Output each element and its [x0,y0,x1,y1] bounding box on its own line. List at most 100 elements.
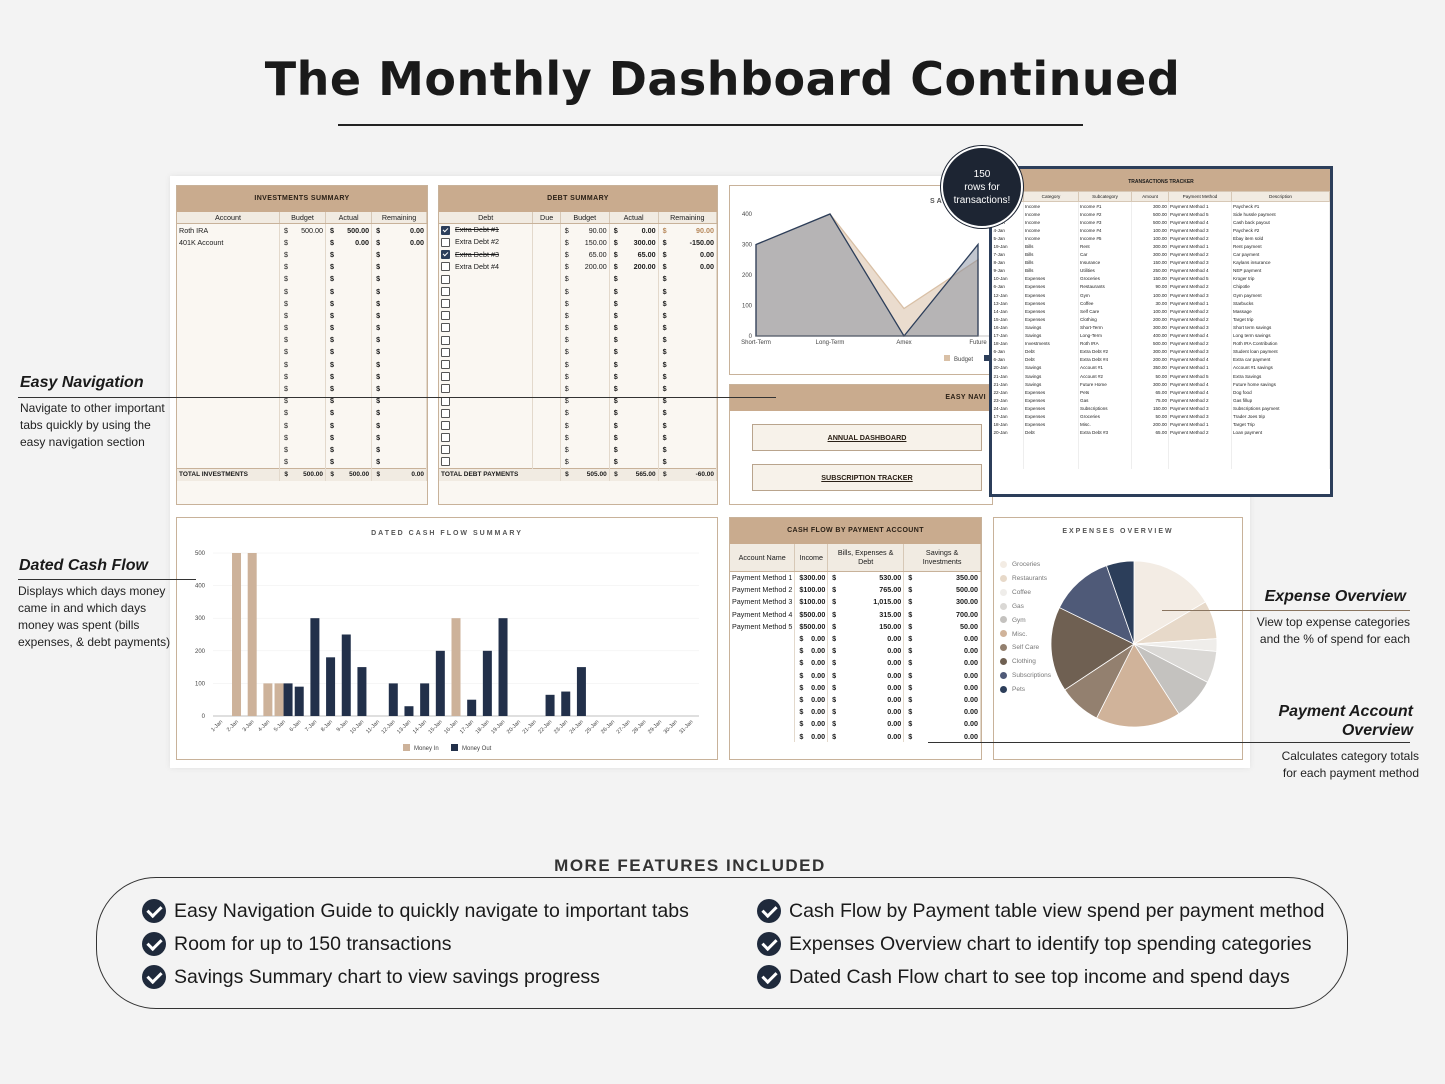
table-row: 7-Jan Bills Car 300.00 Payment Method 2 Car p… [992,250,1330,259]
dollar-sign: $ [613,384,618,394]
tracker-cell: Account #2 [1078,371,1132,381]
tracker-cell: Subscriptions payment [1231,404,1330,413]
due-cell [532,455,561,469]
account-name-cell: Payment Method 4 [730,608,796,621]
checkbox[interactable] [441,286,450,296]
remaining-cell: $ [658,358,718,371]
tracker-cell: 150.00 [1131,404,1169,413]
tracker-cell: 200.00 [1131,420,1169,429]
table-row: 4-Jan Income Income #4 100.00 Payment Method… [992,226,1330,235]
checkbox[interactable] [441,238,450,248]
budget-cell: $ [279,406,327,419]
checkbox[interactable] [441,225,450,235]
expenses-pie-chart [1050,560,1218,728]
cell-value: 0.00 [887,719,902,729]
checkbox[interactable] [441,433,450,443]
date-cell: 23-Jan [992,396,1024,405]
dollar-sign: $ [799,585,804,595]
bar [341,634,351,716]
actual-cell: $ [325,382,373,395]
checkbox[interactable] [441,347,450,357]
checkbox[interactable] [441,335,450,345]
tracker-cell: 300.00 [1131,380,1169,389]
dollar-sign: $ [662,335,667,345]
budget-cell: $65.00 [560,248,610,261]
dollar-sign: $ [613,396,618,406]
checkbox[interactable] [441,323,450,333]
checkbox[interactable] [441,457,450,467]
badge-line-2: rows for [964,181,1000,193]
date-cell: 17-Jan [992,331,1024,340]
legend-label: Restaurants [1012,574,1048,582]
dollar-sign: $ [613,237,618,247]
budget-cell: $ [279,345,327,359]
account-cell: 401K Account [177,236,281,249]
checkbox[interactable] [441,299,450,309]
total-budget: $500.00 [279,467,327,481]
savings-cell: $0.00 [903,681,981,694]
table-row: Payment Method 2 $100.00 $765.00 $500.00 [730,583,981,596]
tracker-cell: Payment Method 2 [1168,428,1232,437]
debt-cell [439,443,534,456]
tracker-cell: Bills [1023,242,1079,251]
checkbox[interactable] [441,445,450,455]
tracker-cell: Savings [1023,380,1079,389]
account-cell [177,431,281,444]
tracker-cell: Savings [1023,323,1079,332]
bar [467,699,477,716]
subscription-tracker-button[interactable]: SUBSCRIPTION TRACKER [752,464,982,491]
checkbox[interactable] [441,250,450,260]
account-cell [177,284,281,298]
debt-cell: Extra Debt #1 [439,223,534,237]
actual-cell: $ [325,272,373,285]
date-cell: 24-Jan [992,404,1024,413]
budget-cell: $ [560,443,610,456]
due-cell [532,223,561,237]
dollar-sign: $ [564,432,569,442]
cell-value: 100.00 [803,597,826,607]
cell-value: 765.00 [879,585,902,595]
tracker-cell: Income #2 [1078,210,1132,219]
check-icon [757,965,781,989]
checkbox[interactable] [441,311,450,321]
tracker-cell: Target Trip [1231,420,1330,429]
feature-item: Dated Cash Flow chart to see top income … [757,965,1290,989]
feature-text: Savings Summary chart to view savings pr… [174,965,600,988]
remaining-cell: $ [658,370,718,383]
callout-line: tabs quickly by using the [20,418,151,432]
date-cell: 9-Jan [992,266,1024,275]
remaining-cell: $ [658,297,718,310]
legend-label: Money Out [462,746,492,752]
investments-summary-panel: INVESTMENTS SUMMARY Account Budget Actua… [176,185,428,505]
checkbox[interactable] [441,408,450,418]
dollar-sign: $ [565,471,569,479]
dollar-sign: $ [284,371,289,381]
cell-value: 0.00 [964,658,978,668]
bar [232,553,242,716]
checkbox[interactable] [441,262,450,272]
callout-line: Calculates category totals [1281,749,1419,763]
tracker-cell: Starbucks [1231,299,1330,308]
savings-cell: $500.00 [903,583,981,596]
table-row: $ $ $ [439,309,718,322]
tracker-cell [1023,452,1079,461]
dollar-sign: $ [613,347,618,357]
tracker-cell: Roth IRA [1078,339,1132,348]
checkbox[interactable] [441,274,450,284]
dollar-sign: $ [330,335,335,345]
checkbox[interactable] [441,359,450,369]
checkbox[interactable] [441,420,450,430]
tracker-cell: Payment Method 5 [1168,210,1232,219]
checkbox[interactable] [441,372,450,382]
tracker-cell: 75.00 [1131,396,1169,405]
dollar-sign: $ [799,658,804,668]
checkbox[interactable] [441,384,450,394]
cell-value: 100.00 [803,585,826,595]
col-bills: Bills, Expenses & Debt [827,544,905,572]
dollar-sign: $ [376,310,381,320]
bills-cell: $0.00 [827,669,905,682]
annual-dashboard-button[interactable]: ANNUAL DASHBOARD [752,424,982,451]
cell-value: 315.00 [879,609,902,619]
dollar-sign: $ [564,384,569,394]
tracker-cell: Bills [1023,250,1079,259]
